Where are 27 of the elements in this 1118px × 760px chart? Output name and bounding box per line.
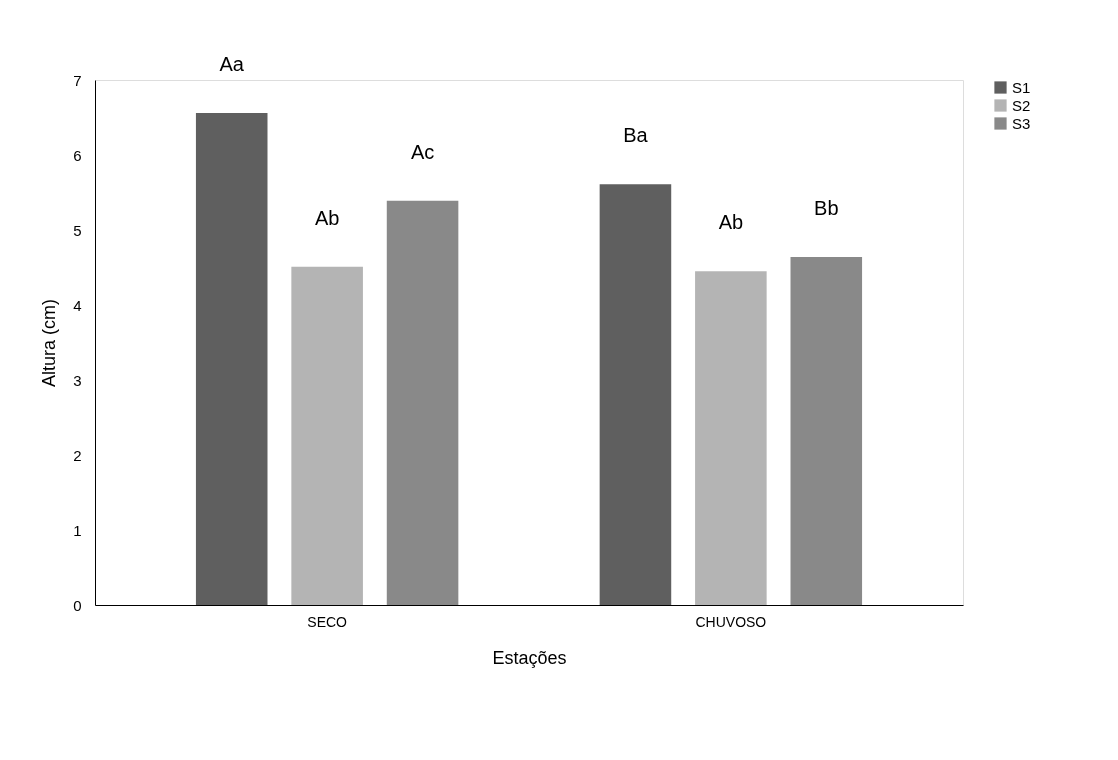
y-tick-label: 5 (73, 221, 82, 239)
bar (195, 113, 268, 605)
bar (790, 257, 863, 605)
legend-label: S2 (1012, 96, 1031, 114)
bar (599, 184, 672, 605)
annotation: Bb (814, 197, 839, 219)
x-axis-title: Estações (492, 647, 567, 668)
x-tick-label: SECO (307, 613, 348, 630)
annotation: Ab (314, 206, 340, 229)
legend-label: S1 (1012, 78, 1031, 96)
bar (291, 266, 363, 605)
text: Aa (219, 53, 245, 75)
y-tick-label: 4 (73, 296, 82, 314)
y-tick-label: 3 (73, 371, 82, 389)
bar (386, 200, 459, 605)
x-tick-label: CHUVOSO (695, 613, 767, 630)
annotation: Ac (410, 140, 435, 163)
y-tick-label: 0 (73, 596, 82, 614)
legend-label: S3 (1012, 114, 1031, 132)
y-tick-label: 1 (73, 521, 82, 539)
y-tick-label: 7 (73, 71, 82, 89)
annotation: Ba (623, 124, 649, 147)
y-axis-title: Altura (cm) (39, 298, 60, 388)
y-tick-label: 6 (73, 146, 82, 164)
annotation: Ab (718, 211, 744, 234)
bar (695, 271, 767, 605)
y-tick-label: 2 (73, 446, 82, 464)
